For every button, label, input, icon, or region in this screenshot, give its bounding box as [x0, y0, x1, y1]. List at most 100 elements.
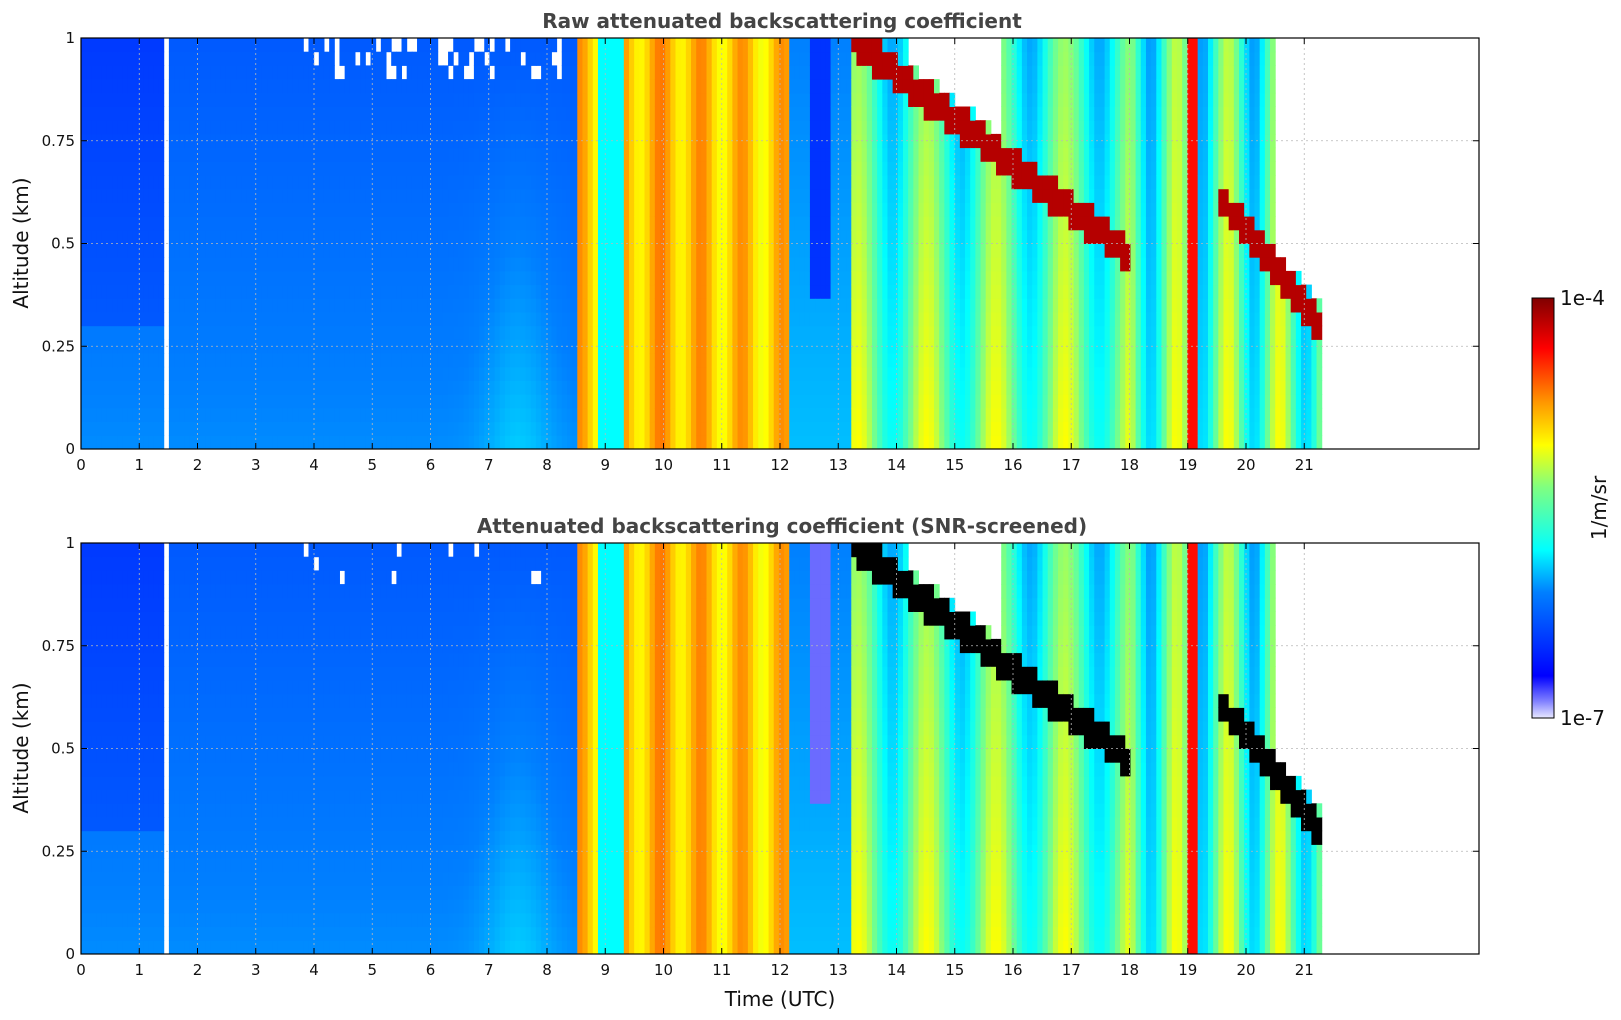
heatmap-cell: [220, 435, 227, 450]
heatmap-cell: [670, 188, 677, 203]
heatmap-cell: [96, 339, 103, 354]
heatmap-cell: [391, 51, 397, 66]
heatmap-cell: [696, 51, 702, 66]
heatmap-cell: [902, 79, 909, 94]
heatmap-cell: [179, 353, 185, 368]
heatmap-cell: [913, 106, 919, 121]
heatmap-cell: [722, 65, 728, 80]
heatmap-cell: [918, 407, 925, 423]
heatmap-cell: [210, 188, 216, 203]
heatmap-cell: [344, 120, 351, 135]
heatmap-cell: [313, 229, 320, 244]
heatmap-cell: [370, 175, 377, 190]
heatmap-cell: [825, 202, 832, 217]
heatmap-cell: [685, 175, 692, 190]
heatmap-cell: [515, 284, 521, 299]
heatmap-cell: [458, 435, 465, 450]
heatmap-cell: [753, 79, 759, 94]
heatmap-cell: [520, 229, 527, 244]
heatmap-cell: [541, 188, 547, 203]
heatmap-cell: [577, 353, 583, 368]
heatmap-cell: [665, 394, 671, 409]
heatmap-cell: [106, 216, 113, 231]
heatmap-cell: [215, 161, 222, 176]
heatmap-cell: [101, 216, 108, 231]
heatmap-cell: [484, 380, 490, 395]
heatmap-cell: [127, 175, 134, 190]
heatmap-cell: [732, 175, 739, 190]
heatmap-cell: [665, 380, 671, 395]
heatmap-cell: [174, 229, 180, 244]
heatmap-cell: [815, 229, 821, 244]
heatmap-cell: [230, 120, 237, 135]
heatmap-cell: [908, 298, 914, 313]
heatmap-cell: [928, 175, 935, 190]
heatmap-cell: [241, 243, 247, 258]
heatmap-cell: [861, 407, 868, 423]
heatmap-cell: [504, 161, 511, 176]
heatmap-cell: [618, 188, 625, 203]
heatmap-cell: [685, 284, 692, 299]
heatmap-cell: [365, 106, 371, 121]
heatmap-cell: [241, 216, 247, 231]
heatmap-cell: [391, 257, 397, 272]
heatmap-cell: [86, 175, 92, 190]
heatmap-cell: [360, 175, 366, 190]
heatmap-cell: [267, 79, 273, 94]
heatmap-cell: [934, 229, 940, 244]
heatmap-cell: [349, 188, 356, 203]
heatmap-cell: [349, 147, 356, 162]
heatmap-cell: [706, 120, 713, 135]
heatmap-cell: [727, 79, 733, 94]
heatmap-cell: [835, 339, 842, 354]
heatmap-cell: [380, 229, 387, 244]
heatmap-cell: [510, 65, 516, 80]
heatmap-cell: [954, 435, 961, 450]
heatmap-cell: [143, 229, 149, 244]
heatmap-cell: [732, 380, 739, 395]
heatmap-cell: [241, 120, 247, 135]
heatmap-cell: [81, 257, 87, 272]
heatmap-cell: [380, 312, 387, 327]
heatmap-cell: [809, 147, 816, 162]
heatmap-cell: [954, 120, 961, 135]
heatmap-cell: [887, 298, 894, 313]
heatmap-cell: [541, 394, 547, 409]
heatmap-cell: [546, 284, 552, 299]
heatmap-cell: [882, 38, 888, 53]
heatmap-cell: [287, 435, 294, 450]
heatmap-cell: [220, 133, 227, 149]
heatmap-cell: [215, 366, 222, 381]
heatmap-cell: [236, 188, 242, 203]
heatmap-cell: [908, 407, 914, 423]
heatmap-cell: [582, 257, 589, 272]
heatmap-cell: [251, 353, 258, 368]
heatmap-cell: [877, 312, 883, 327]
heatmap-cell: [789, 353, 795, 368]
heatmap-cell: [675, 284, 682, 299]
heatmap-cell: [148, 435, 154, 450]
heatmap-cell: [742, 435, 749, 450]
heatmap-cell: [422, 51, 428, 66]
heatmap-cell: [851, 435, 857, 450]
heatmap-cell: [877, 366, 883, 381]
heatmap-cell: [473, 366, 480, 381]
heatmap-cell: [515, 243, 521, 258]
heatmap-cell: [934, 380, 940, 395]
heatmap-cell: [665, 133, 671, 149]
heatmap-cell: [112, 65, 118, 80]
heatmap-cell: [634, 366, 640, 381]
heatmap-cell: [660, 325, 666, 340]
heatmap-cell: [665, 79, 671, 94]
heatmap-cell: [825, 284, 832, 299]
heatmap-cell: [892, 133, 899, 149]
heatmap-cell: [106, 284, 113, 299]
heatmap-cell: [685, 366, 692, 381]
heatmap-cell: [639, 243, 645, 258]
heatmap-cell: [168, 161, 175, 176]
heatmap-cell: [504, 188, 511, 203]
heatmap-cell: [939, 106, 945, 121]
heatmap-cell: [520, 312, 527, 327]
heatmap-cell: [541, 229, 547, 244]
heatmap-cell: [597, 394, 604, 409]
